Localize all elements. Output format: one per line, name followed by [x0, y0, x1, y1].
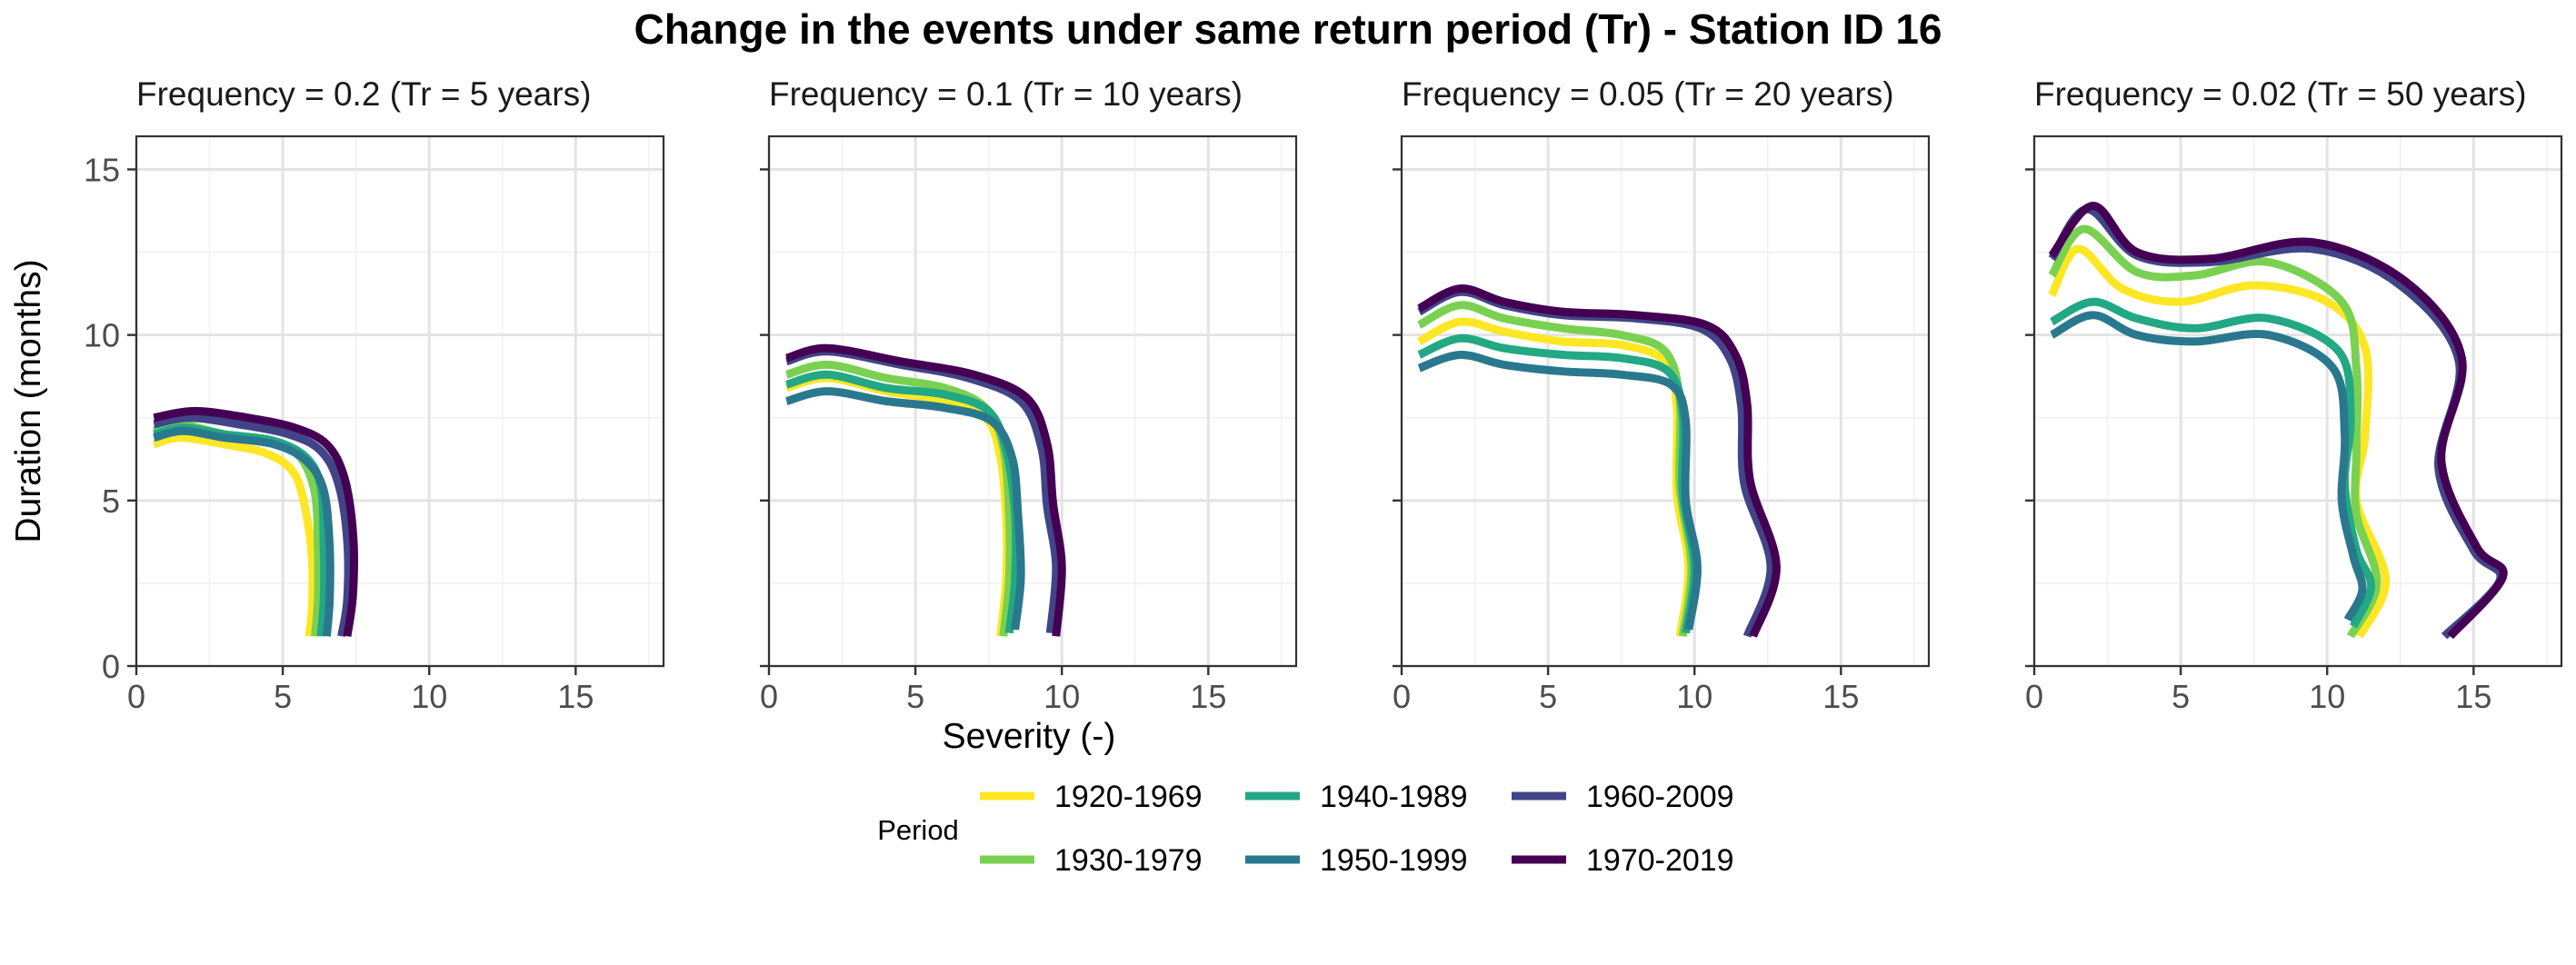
legend-item: 1930-1979	[980, 843, 1203, 878]
chart-title: Change in the events under same return p…	[634, 5, 1942, 53]
x-axis-title: Severity (-)	[943, 717, 1116, 756]
x-tick-label: 0	[127, 678, 145, 715]
y-tick-label: 15	[84, 151, 120, 188]
x-tick-label: 15	[1190, 678, 1226, 715]
legend-item: 1920-1969	[980, 780, 1203, 814]
series-line-1950-1999	[785, 387, 1025, 631]
legend-title: Period	[877, 814, 959, 846]
y-tick-label: 10	[84, 317, 120, 354]
panel-border	[2032, 134, 2563, 668]
x-tick-label: 10	[1676, 678, 1712, 715]
legend-label: 1950-1999	[1320, 843, 1468, 878]
y-tick-label: 5	[102, 482, 120, 520]
x-tick-label: 15	[557, 678, 594, 715]
x-tick-label: 5	[1539, 678, 1557, 715]
x-tick-label: 0	[1393, 678, 1411, 715]
facet-panel: Frequency = 0.2 (Tr = 5 years) 0 5 10 15 0 5 10…	[84, 75, 665, 715]
series-line-1970-2019	[784, 343, 1066, 637]
series-line-1970-2019	[1417, 284, 1781, 638]
x-tick-label: 15	[2455, 678, 2491, 715]
legend-label: 1960-2009	[1586, 780, 1734, 814]
y-tick-label: 0	[102, 648, 120, 685]
x-tick-label: 0	[760, 678, 778, 715]
panel-background	[1402, 136, 1929, 666]
series-line-1950-1999	[1417, 351, 1702, 631]
series-line-1970-2019	[153, 406, 358, 637]
series-line-1950-1999	[2050, 311, 2367, 622]
facet-strip-label: Frequency = 0.05 (Tr = 20 years)	[1402, 75, 1894, 113]
legend-item: 1970-2019	[1512, 843, 1734, 878]
series-line-1930-1979	[2048, 224, 2381, 639]
series-line-1920-1969	[152, 433, 317, 637]
panel-background	[2034, 136, 2561, 666]
facet-strip-label: Frequency = 0.1 (Tr = 10 years)	[769, 75, 1243, 113]
facet-strip-label: Frequency = 0.02 (Tr = 50 years)	[2034, 75, 2527, 113]
x-tick-label: 5	[274, 678, 292, 715]
facet-panel: Frequency = 0.05 (Tr = 20 years) 0 5 10 15	[1393, 75, 1931, 715]
facet-panels: Frequency = 0.2 (Tr = 5 years) 0 5 10 15 0 5 10…	[84, 75, 2563, 715]
facet-strip-label: Frequency = 0.2 (Tr = 5 years)	[136, 75, 591, 113]
x-tick-label: 10	[2309, 678, 2345, 715]
legend-label: 1920-1969	[1054, 780, 1203, 814]
legend: Period 1920-1969 1930-1979 1940-1989 1950-1…	[877, 780, 1733, 878]
x-tick-label: 10	[411, 678, 447, 715]
facet-panel: Frequency = 0.02 (Tr = 50 years) 0 5 10 15	[2025, 75, 2563, 715]
x-tick-label: 5	[906, 678, 924, 715]
series-line-1960-2009	[153, 413, 353, 637]
x-tick-label: 10	[1043, 678, 1080, 715]
legend-item: 1950-1999	[1245, 843, 1468, 878]
series-line-1940-1989	[785, 370, 1021, 634]
legend-label: 1970-2019	[1586, 843, 1734, 878]
legend-item: 1960-2009	[1512, 780, 1734, 814]
x-tick-label: 0	[2025, 678, 2043, 715]
facet-panel: Frequency = 0.1 (Tr = 10 years) 0 5 10 15	[760, 75, 1298, 715]
legend-label: 1940-1989	[1320, 780, 1468, 814]
panel-background	[136, 136, 664, 666]
series-line-1940-1989	[2050, 297, 2376, 629]
panel-border	[135, 134, 665, 668]
series-line-1950-1999	[153, 426, 334, 637]
panel-border	[767, 134, 1298, 668]
series-line-1920-1969	[2048, 244, 2391, 639]
y-axis-title: Duration (months)	[9, 259, 48, 542]
x-tick-label: 5	[2172, 678, 2190, 715]
panel-border	[1400, 134, 1931, 668]
legend-label: 1930-1979	[1054, 843, 1203, 878]
legend-item: 1940-1989	[1245, 780, 1468, 814]
x-tick-label: 15	[1822, 678, 1859, 715]
series-line-1970-2019	[2048, 202, 2508, 640]
